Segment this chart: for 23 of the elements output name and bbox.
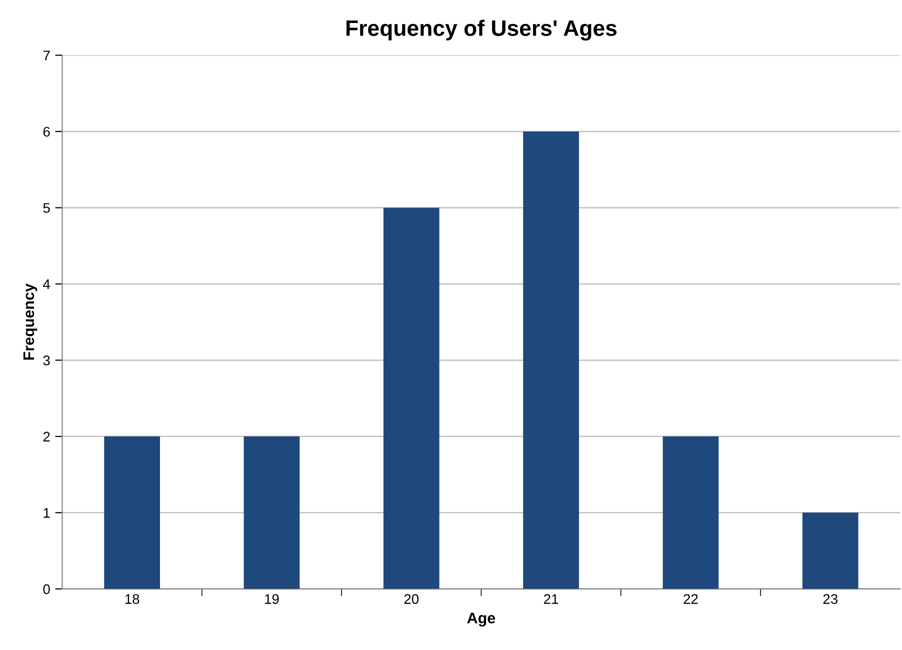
bar: [523, 131, 579, 589]
x-tick-label: 21: [544, 594, 558, 604]
x-tick-label: 18: [125, 594, 140, 604]
bar: [104, 436, 160, 589]
y-tick-label: 1: [44, 508, 50, 518]
y-axis-title: Frequency: [23, 284, 38, 360]
chart-title: Frequency of Users' Ages: [346, 20, 617, 41]
bar: [662, 436, 719, 589]
bar: [244, 436, 300, 589]
y-tick-label: 2: [43, 432, 50, 442]
x-tick-label: 23: [823, 594, 838, 604]
y-tick-label: 6: [43, 126, 50, 137]
y-tick-label: 3: [43, 356, 50, 366]
x-axis-title: Age: [467, 612, 496, 627]
y-tick-label: 0: [43, 584, 50, 594]
y-tick-label: 4: [43, 279, 50, 289]
y-tick-label: 5: [43, 203, 50, 213]
bar: [383, 208, 440, 589]
x-tick-label: 22: [684, 594, 698, 604]
y-tick-label: 7: [43, 50, 50, 60]
x-tick-label: 20: [404, 594, 419, 604]
x-tick-label: 19: [265, 594, 279, 604]
bar: [802, 512, 858, 589]
